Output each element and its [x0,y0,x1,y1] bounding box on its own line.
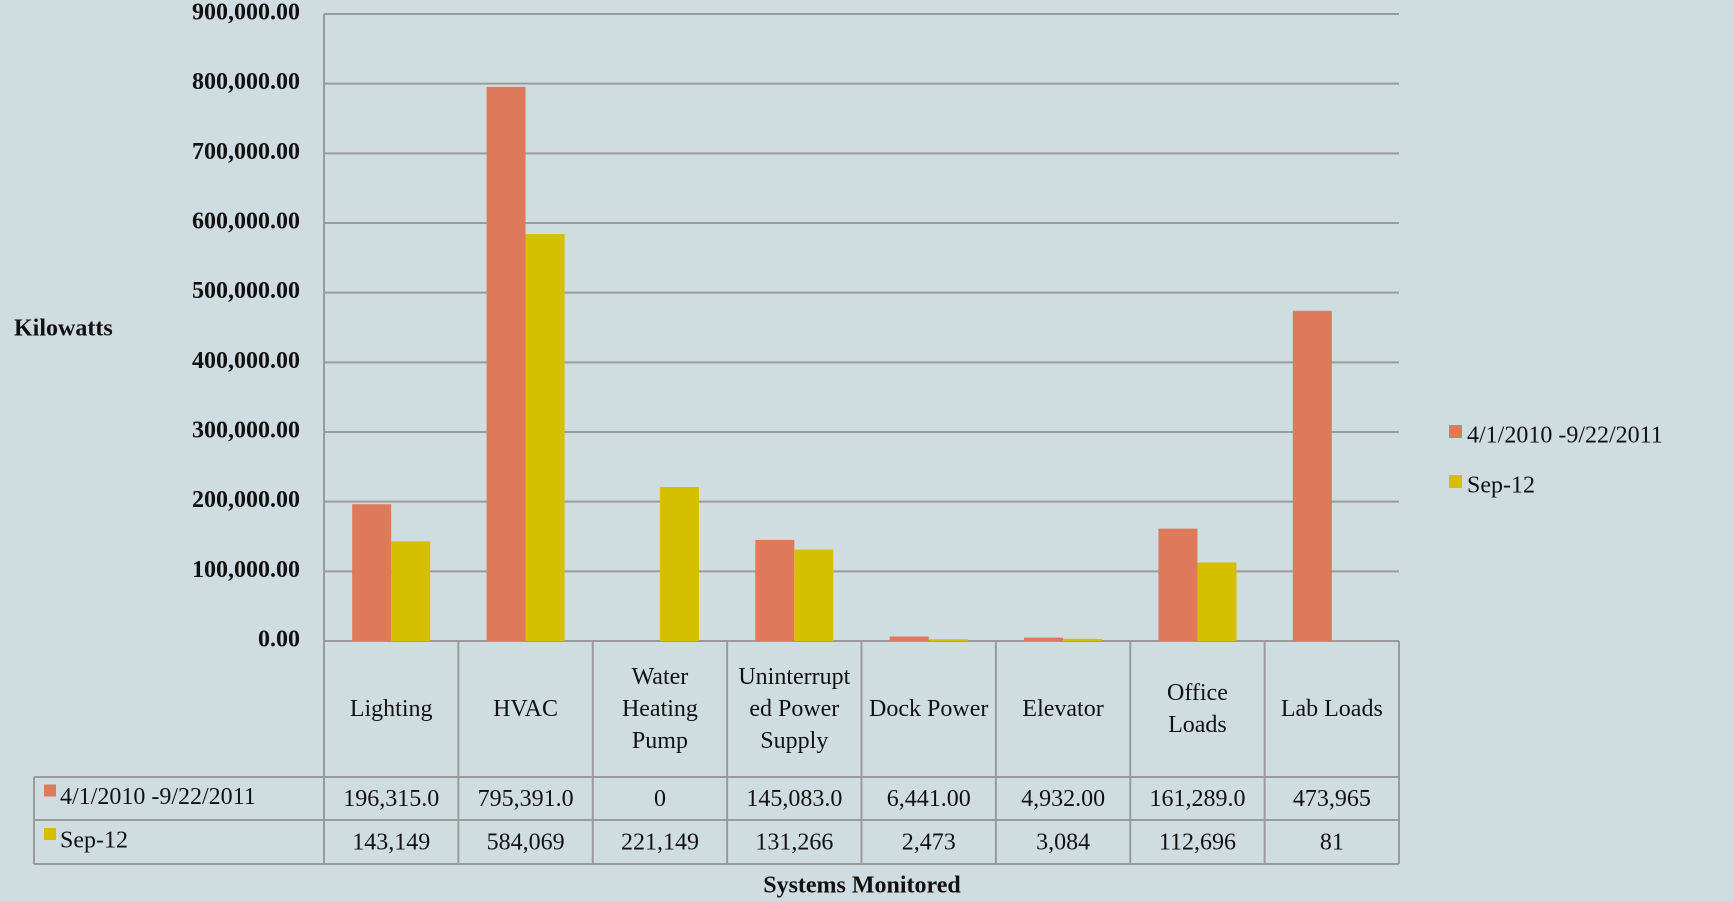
bar [889,636,929,641]
legend-label: Sep-12 [1467,473,1535,499]
x-tick-label-box: HVAC [493,696,559,722]
x-tick-label: HVAC [493,696,559,722]
legend-key [1449,475,1462,488]
data-label: 584,069 [487,830,565,856]
x-tick-label: Office Loads [1167,680,1228,738]
x-tick-label-box: Lab Loads [1280,696,1383,722]
y-tick-label: 400,000.00 [192,348,300,374]
data-label: 795,391.0 [478,786,574,812]
x-tick-label-box: Office Loads [1167,680,1228,738]
y-tick-label: 900,000.00 [192,0,300,26]
bar [352,504,392,641]
bar [928,639,968,641]
bar [794,549,834,641]
data-label: 131,266 [755,830,833,856]
data-label: 6,441.00 [887,786,971,812]
data-label: 4,932.00 [1021,786,1105,812]
data-label: 196,315.0 [343,786,439,812]
x-tick-label: Water Heating Pump [621,664,698,754]
data-label: 3,084 [1036,830,1090,856]
y-axis-title: Kilowatts [14,316,113,342]
bar [1292,310,1332,641]
bar [659,486,699,641]
x-tick-label-box: Elevator [1022,696,1104,722]
legend-label: 4/1/2010 -9/22/2011 [1467,423,1663,449]
data-label: 145,083.0 [746,786,842,812]
y-tick-label: 500,000.00 [192,278,300,304]
y-tick-label: 600,000.00 [192,209,300,235]
table-legend-key [44,784,56,797]
x-tick-label-box: Dock Power [869,696,989,722]
data-label: 161,289.0 [1149,786,1245,812]
x-tick-label-box: Water Heating Pump [621,664,698,754]
x-tick-label: Uninterrupted Power Supply [738,664,851,754]
data-label: 221,149 [621,830,699,856]
bar [755,539,795,641]
y-tick-label: 300,000.00 [192,418,300,444]
data-label: 2,473 [902,830,956,856]
x-tick-label-box: Uninterrupted Power Supply [738,664,851,754]
data-label: 112,696 [1159,830,1236,856]
x-tick-label-box: Lighting [349,696,433,722]
bar [486,86,526,641]
bar [391,541,431,641]
table-legend-key [44,828,56,840]
x-tick-label: Elevator [1022,696,1104,722]
y-tick-label: 100,000.00 [192,557,300,583]
bar [1063,638,1103,641]
legend-key [1449,425,1462,438]
x-tick-label: Lab Loads [1280,696,1383,722]
x-axis-title: Systems Monitored [763,873,961,899]
data-label: 81 [1320,830,1344,856]
y-tick-label: 700,000.00 [192,139,300,165]
bar [1024,637,1064,641]
data-label: 0 [654,786,666,812]
y-tick-label: 0.00 [258,627,300,653]
x-tick-label: Dock Power [869,696,989,722]
y-tick-label: 800,000.00 [192,69,300,95]
data-label: 473,965 [1293,786,1371,812]
data-label: 143,149 [352,830,430,856]
table-series-name: 4/1/2010 -9/22/2011 [60,784,256,810]
y-tick-label: 200,000.00 [192,487,300,513]
table-series-name: Sep-12 [60,828,128,854]
bar [1197,562,1237,641]
bar [525,234,565,641]
bar [1158,528,1198,641]
x-tick-label: Lighting [349,696,433,722]
